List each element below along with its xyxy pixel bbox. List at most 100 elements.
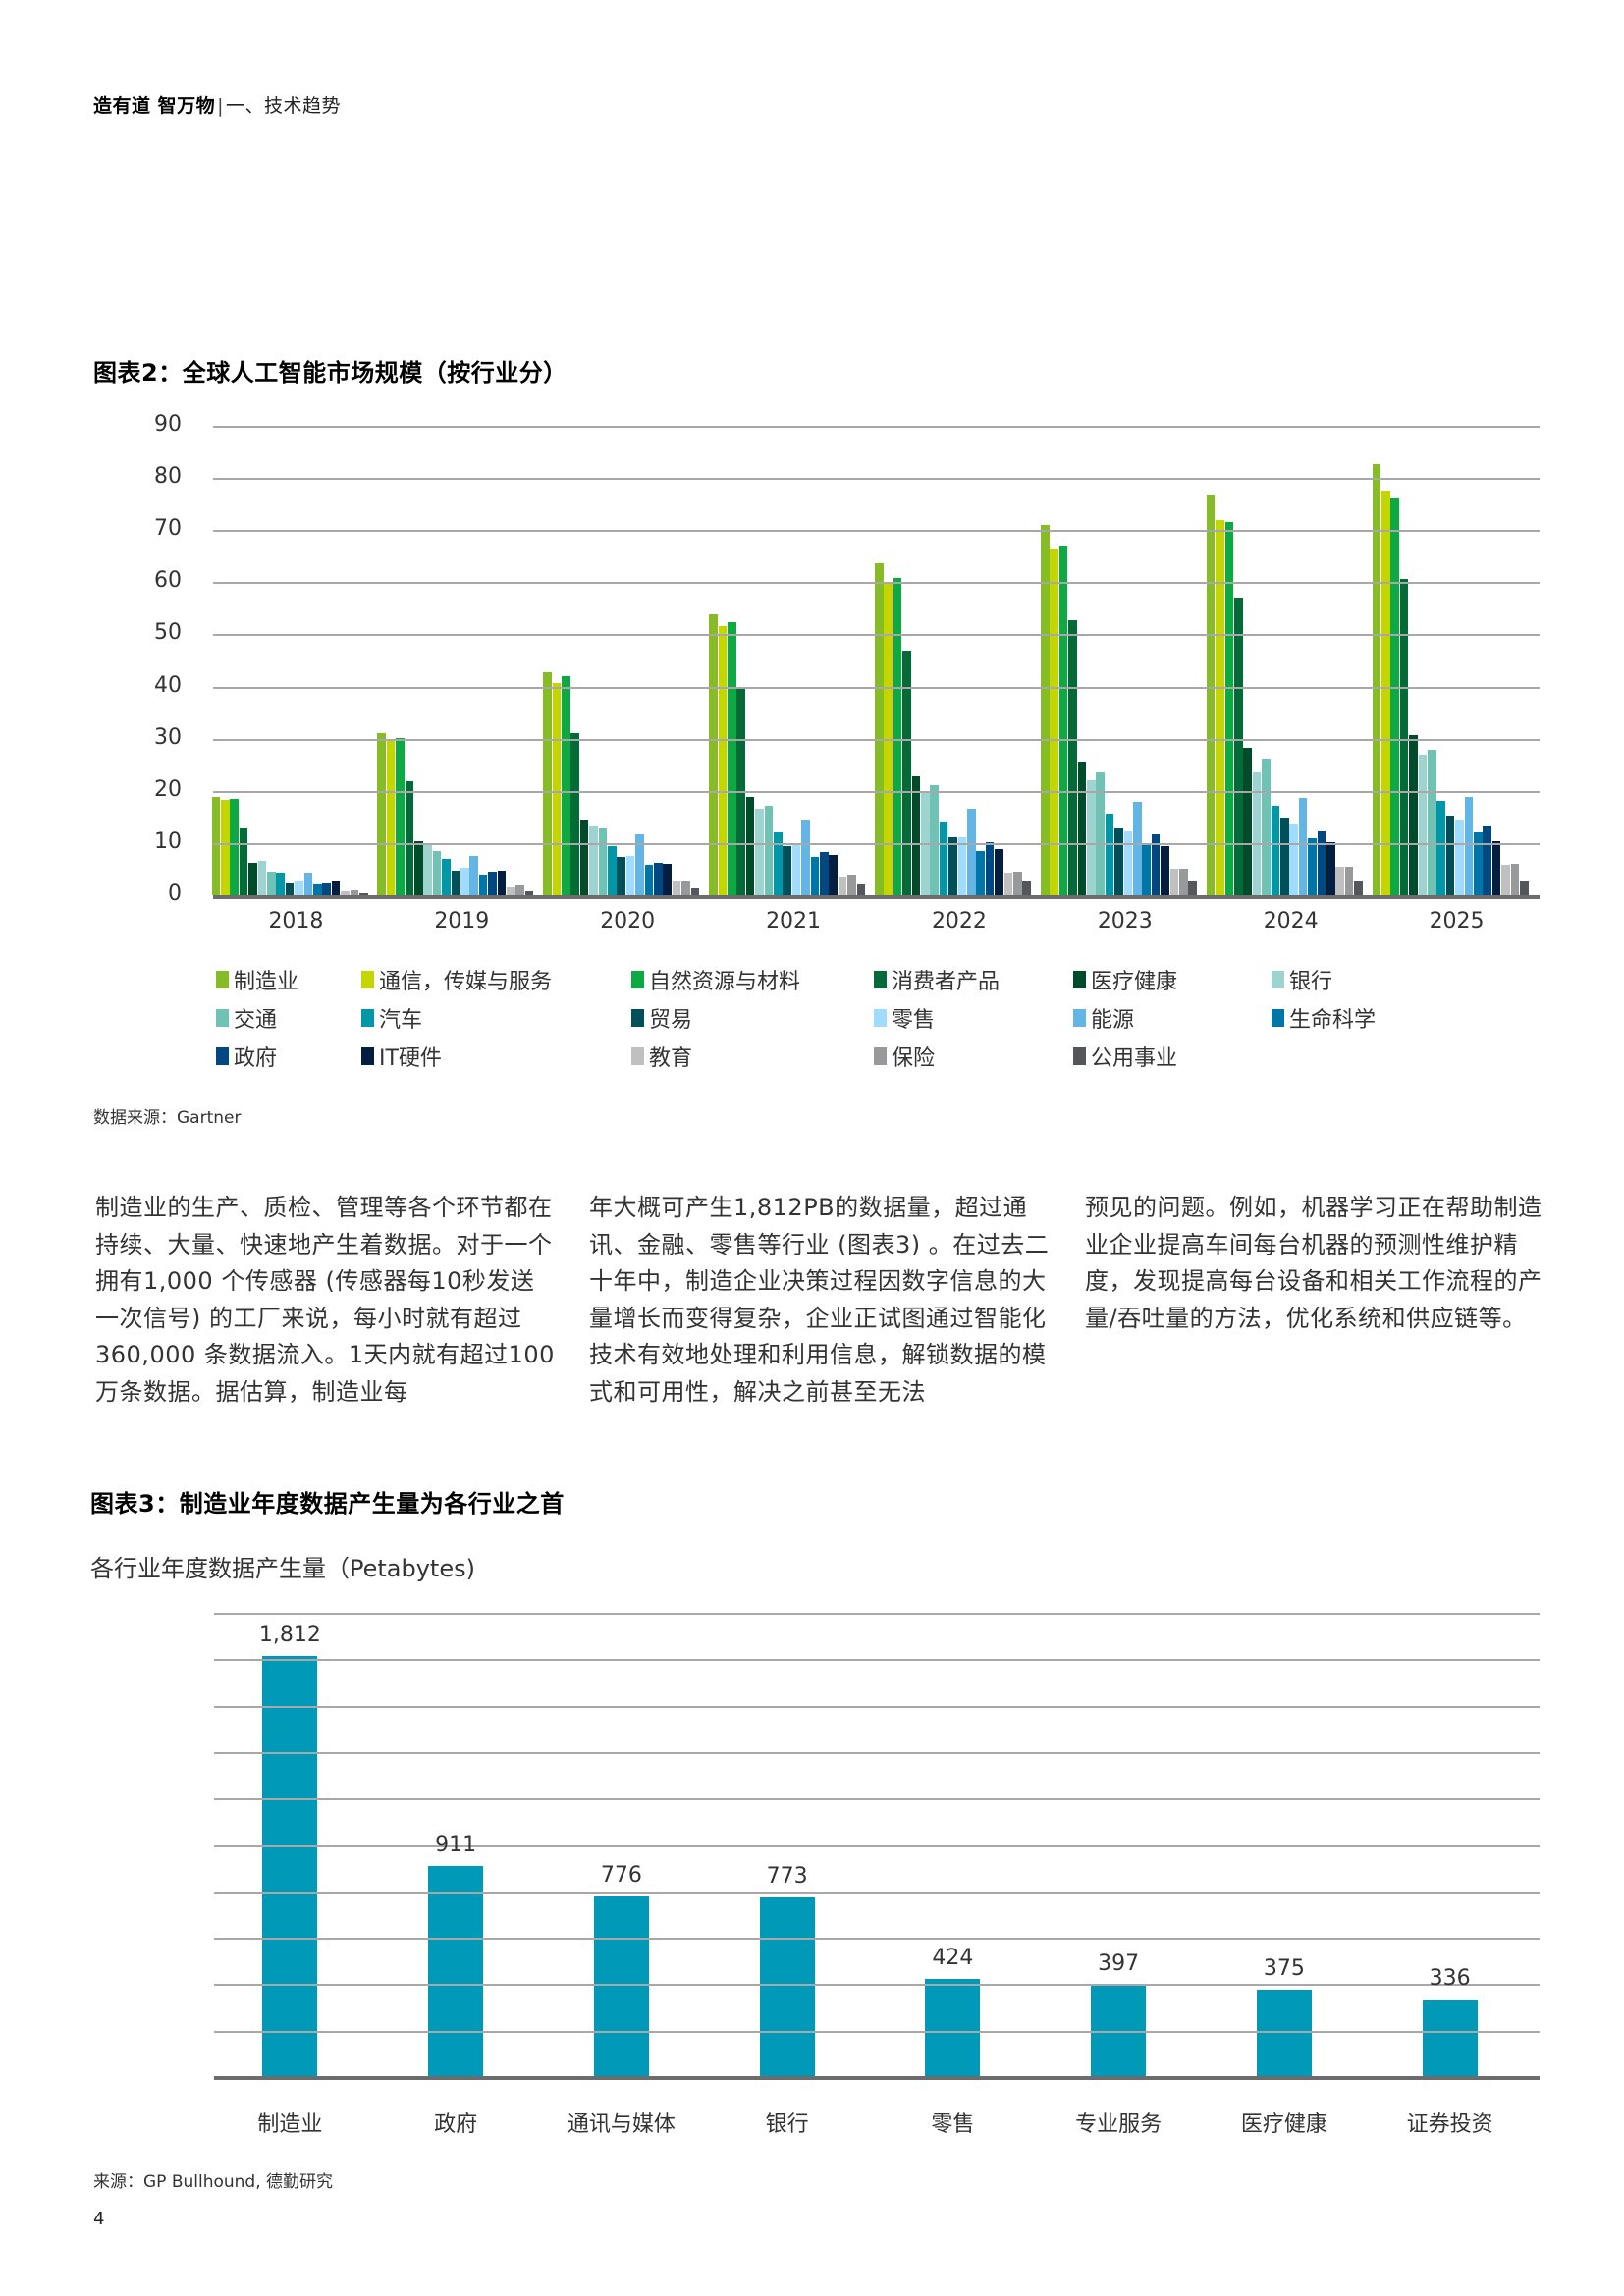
- figure2-bar: [507, 886, 515, 895]
- figure3-value-label: 1,812: [258, 1623, 321, 1648]
- legend-item: 能源: [1073, 1002, 1134, 1034]
- figure2-source: 数据来源：Gartner: [93, 1108, 242, 1128]
- legend-item: 医疗健康: [1073, 964, 1177, 995]
- figure2-bar: [211, 797, 221, 895]
- figure2-bar: [1013, 872, 1022, 895]
- figure3-gridline: [214, 1751, 1540, 1754]
- figure2-y-tick-label: 40: [154, 672, 182, 698]
- figure2-bar: [1354, 880, 1363, 895]
- figure2-bar: [1335, 866, 1344, 895]
- figure2-bar: [1050, 549, 1058, 895]
- legend-label: IT硬件: [379, 1046, 442, 1071]
- figure2-y-tick-label: 10: [154, 828, 182, 854]
- figure2-bar: [709, 614, 718, 895]
- figure2-y-tick-label: 90: [154, 412, 182, 437]
- figure2-bar: [396, 737, 405, 895]
- figure2-bar: [625, 855, 635, 895]
- figure3-x-tick-label: 医疗健康: [1240, 2112, 1327, 2137]
- figure2-bar: [570, 733, 580, 895]
- figure2-bar: [386, 741, 396, 895]
- legend-label: 公用事业: [1091, 1046, 1178, 1071]
- figure2-bar: [773, 831, 783, 895]
- header-separator: |: [217, 95, 225, 117]
- figure2-bar: [764, 805, 774, 895]
- figure2-x-tick-label: 2019: [434, 909, 490, 934]
- legend-swatch-icon: [874, 1009, 887, 1027]
- figure2-y-tick-label: 80: [154, 464, 182, 490]
- figure2-title: 图表2：全球人工智能市场规模（按行业分）: [93, 359, 568, 387]
- figure3-value-label: 336: [1429, 1965, 1471, 1991]
- figure2-bar: [515, 884, 524, 895]
- figure3-value-label: 776: [600, 1863, 642, 1889]
- figure2-x-axis-line: [213, 895, 1540, 899]
- figure2-bar: [1142, 843, 1151, 895]
- figure2-bar: [414, 840, 423, 895]
- figure2-bar: [1289, 823, 1298, 895]
- figure2-bar: [1399, 578, 1409, 895]
- legend-swatch-icon: [1073, 1009, 1086, 1027]
- page-number: 4: [93, 2209, 105, 2229]
- legend-item: 零售: [874, 1002, 935, 1034]
- figure2-gridline: [213, 478, 1540, 481]
- legend-item: 教育: [631, 1041, 692, 1072]
- figure2-bar: [295, 880, 303, 895]
- figure2-y-tick-label: 60: [154, 568, 182, 594]
- legend-item: 消费者产品: [874, 964, 1000, 995]
- figure2-bar: [598, 828, 608, 895]
- figure2-bar: [654, 863, 663, 895]
- figure2-bar: [478, 874, 488, 895]
- figure3-gridline: [214, 1938, 1540, 1941]
- figure2-bar: [1068, 619, 1077, 895]
- figure2-bar: [1262, 758, 1271, 895]
- legend-swatch-icon: [631, 1009, 644, 1027]
- figure2-bar: [303, 873, 313, 895]
- figure3-title: 图表3：制造业年度数据产生量为各行业之首: [90, 1490, 565, 1518]
- figure2-bar: [911, 775, 921, 895]
- figure2-bar: [1428, 749, 1436, 895]
- figure3-chart: 1,812 制造业 911 政府 776 通讯与媒体 773 银行 424 零售 397 专业服务 37…: [214, 1613, 1540, 2137]
- legend-swatch-icon: [216, 1009, 229, 1027]
- figure2-bar: [1022, 881, 1032, 895]
- figure3-x-tick-label: 证券投资: [1406, 2112, 1493, 2137]
- figure2-bar: [957, 836, 967, 895]
- figure2-x-tick-label: 2022: [931, 909, 987, 934]
- legend-label: 制造业: [234, 970, 299, 994]
- figure2-bar: [819, 851, 829, 895]
- figure2-gridline: [213, 530, 1540, 533]
- legend-label: 银行: [1289, 970, 1333, 994]
- figure2-bar: [810, 856, 820, 895]
- figure2-bar: [1216, 519, 1224, 895]
- figure2-bar: [635, 834, 644, 895]
- figure3-subtitle: 各行业年度数据产生量（Petabytes): [90, 1555, 475, 1582]
- figure2-bar: [341, 890, 350, 895]
- legend-swatch-icon: [361, 1047, 374, 1065]
- figure2-gridline: [213, 842, 1540, 845]
- figure2-bar: [257, 860, 267, 895]
- figure2-bar: [543, 671, 552, 895]
- legend-label: 保险: [892, 1046, 936, 1071]
- legend-label: 交通: [234, 1008, 278, 1033]
- legend-swatch-icon: [361, 1009, 374, 1027]
- figure2-bar: [1474, 831, 1483, 895]
- figure2-bar: [902, 651, 911, 895]
- legend-item: 银行: [1272, 964, 1332, 995]
- figure3-value-label: 375: [1263, 1956, 1305, 1982]
- figure2-bar: [1344, 866, 1354, 895]
- legend-label: 能源: [1091, 1008, 1135, 1033]
- figure2-bar: [690, 887, 700, 895]
- figure2-bar: [893, 577, 902, 895]
- figure2-bar: [1105, 813, 1114, 895]
- legend-swatch-icon: [216, 971, 229, 988]
- figure2-bar: [838, 876, 847, 895]
- figure3-x-tick-label: 专业服务: [1075, 2112, 1163, 2137]
- figure2-bar: [672, 881, 681, 895]
- legend-swatch-icon: [874, 971, 887, 988]
- figure2-bar: [579, 820, 589, 895]
- legend-label: 政府: [234, 1046, 278, 1071]
- figure3-gridline: [214, 1705, 1540, 1708]
- figure3-value-label: 773: [766, 1864, 808, 1890]
- figure2-bar: [1455, 820, 1464, 895]
- figure2-bar: [1206, 494, 1216, 895]
- figure2-x-tick-label: 2024: [1263, 909, 1319, 934]
- figure2-y-tick-label: 30: [154, 724, 182, 750]
